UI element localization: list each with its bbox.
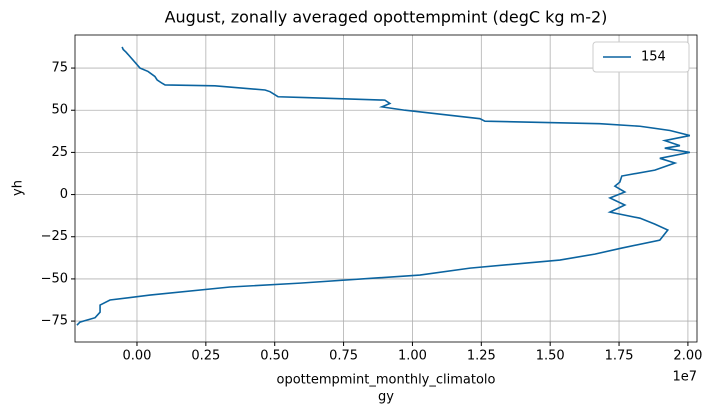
x-tick-label: 1.00 (398, 349, 427, 364)
x-tick-label: 0.50 (260, 349, 289, 364)
y-tick-label: 0 (60, 187, 68, 202)
legend-label: 154 (641, 50, 666, 65)
y-tick-label: 50 (51, 103, 68, 118)
y-tick-label: −25 (41, 229, 68, 244)
x-axis-label: gy (378, 390, 394, 405)
x-tick-label: 1.50 (536, 349, 565, 364)
y-axis-label: yh (11, 180, 26, 196)
x-offset-label: 1e7 (672, 370, 697, 385)
x-tick-label: 1.25 (467, 349, 496, 364)
y-tick-label: 25 (51, 145, 68, 160)
x-tick-label: 2.00 (673, 349, 702, 364)
x-tick-label: 0.00 (123, 349, 152, 364)
y-tick-label: 75 (51, 61, 68, 76)
x-tick-label: 0.75 (329, 349, 358, 364)
chart-title: August, zonally averaged opottempmint (d… (165, 8, 608, 27)
plot-frame (74, 34, 698, 343)
x-tick-label: 1.75 (605, 349, 634, 364)
y-tick-label: −75 (41, 314, 68, 329)
y-tick-label: −50 (41, 271, 68, 286)
x-axis-label: opottempmint_monthly_climatolo (277, 373, 496, 388)
legend-box (592, 41, 690, 73)
x-tick-label: 0.25 (191, 349, 220, 364)
data-line (76, 46, 691, 326)
